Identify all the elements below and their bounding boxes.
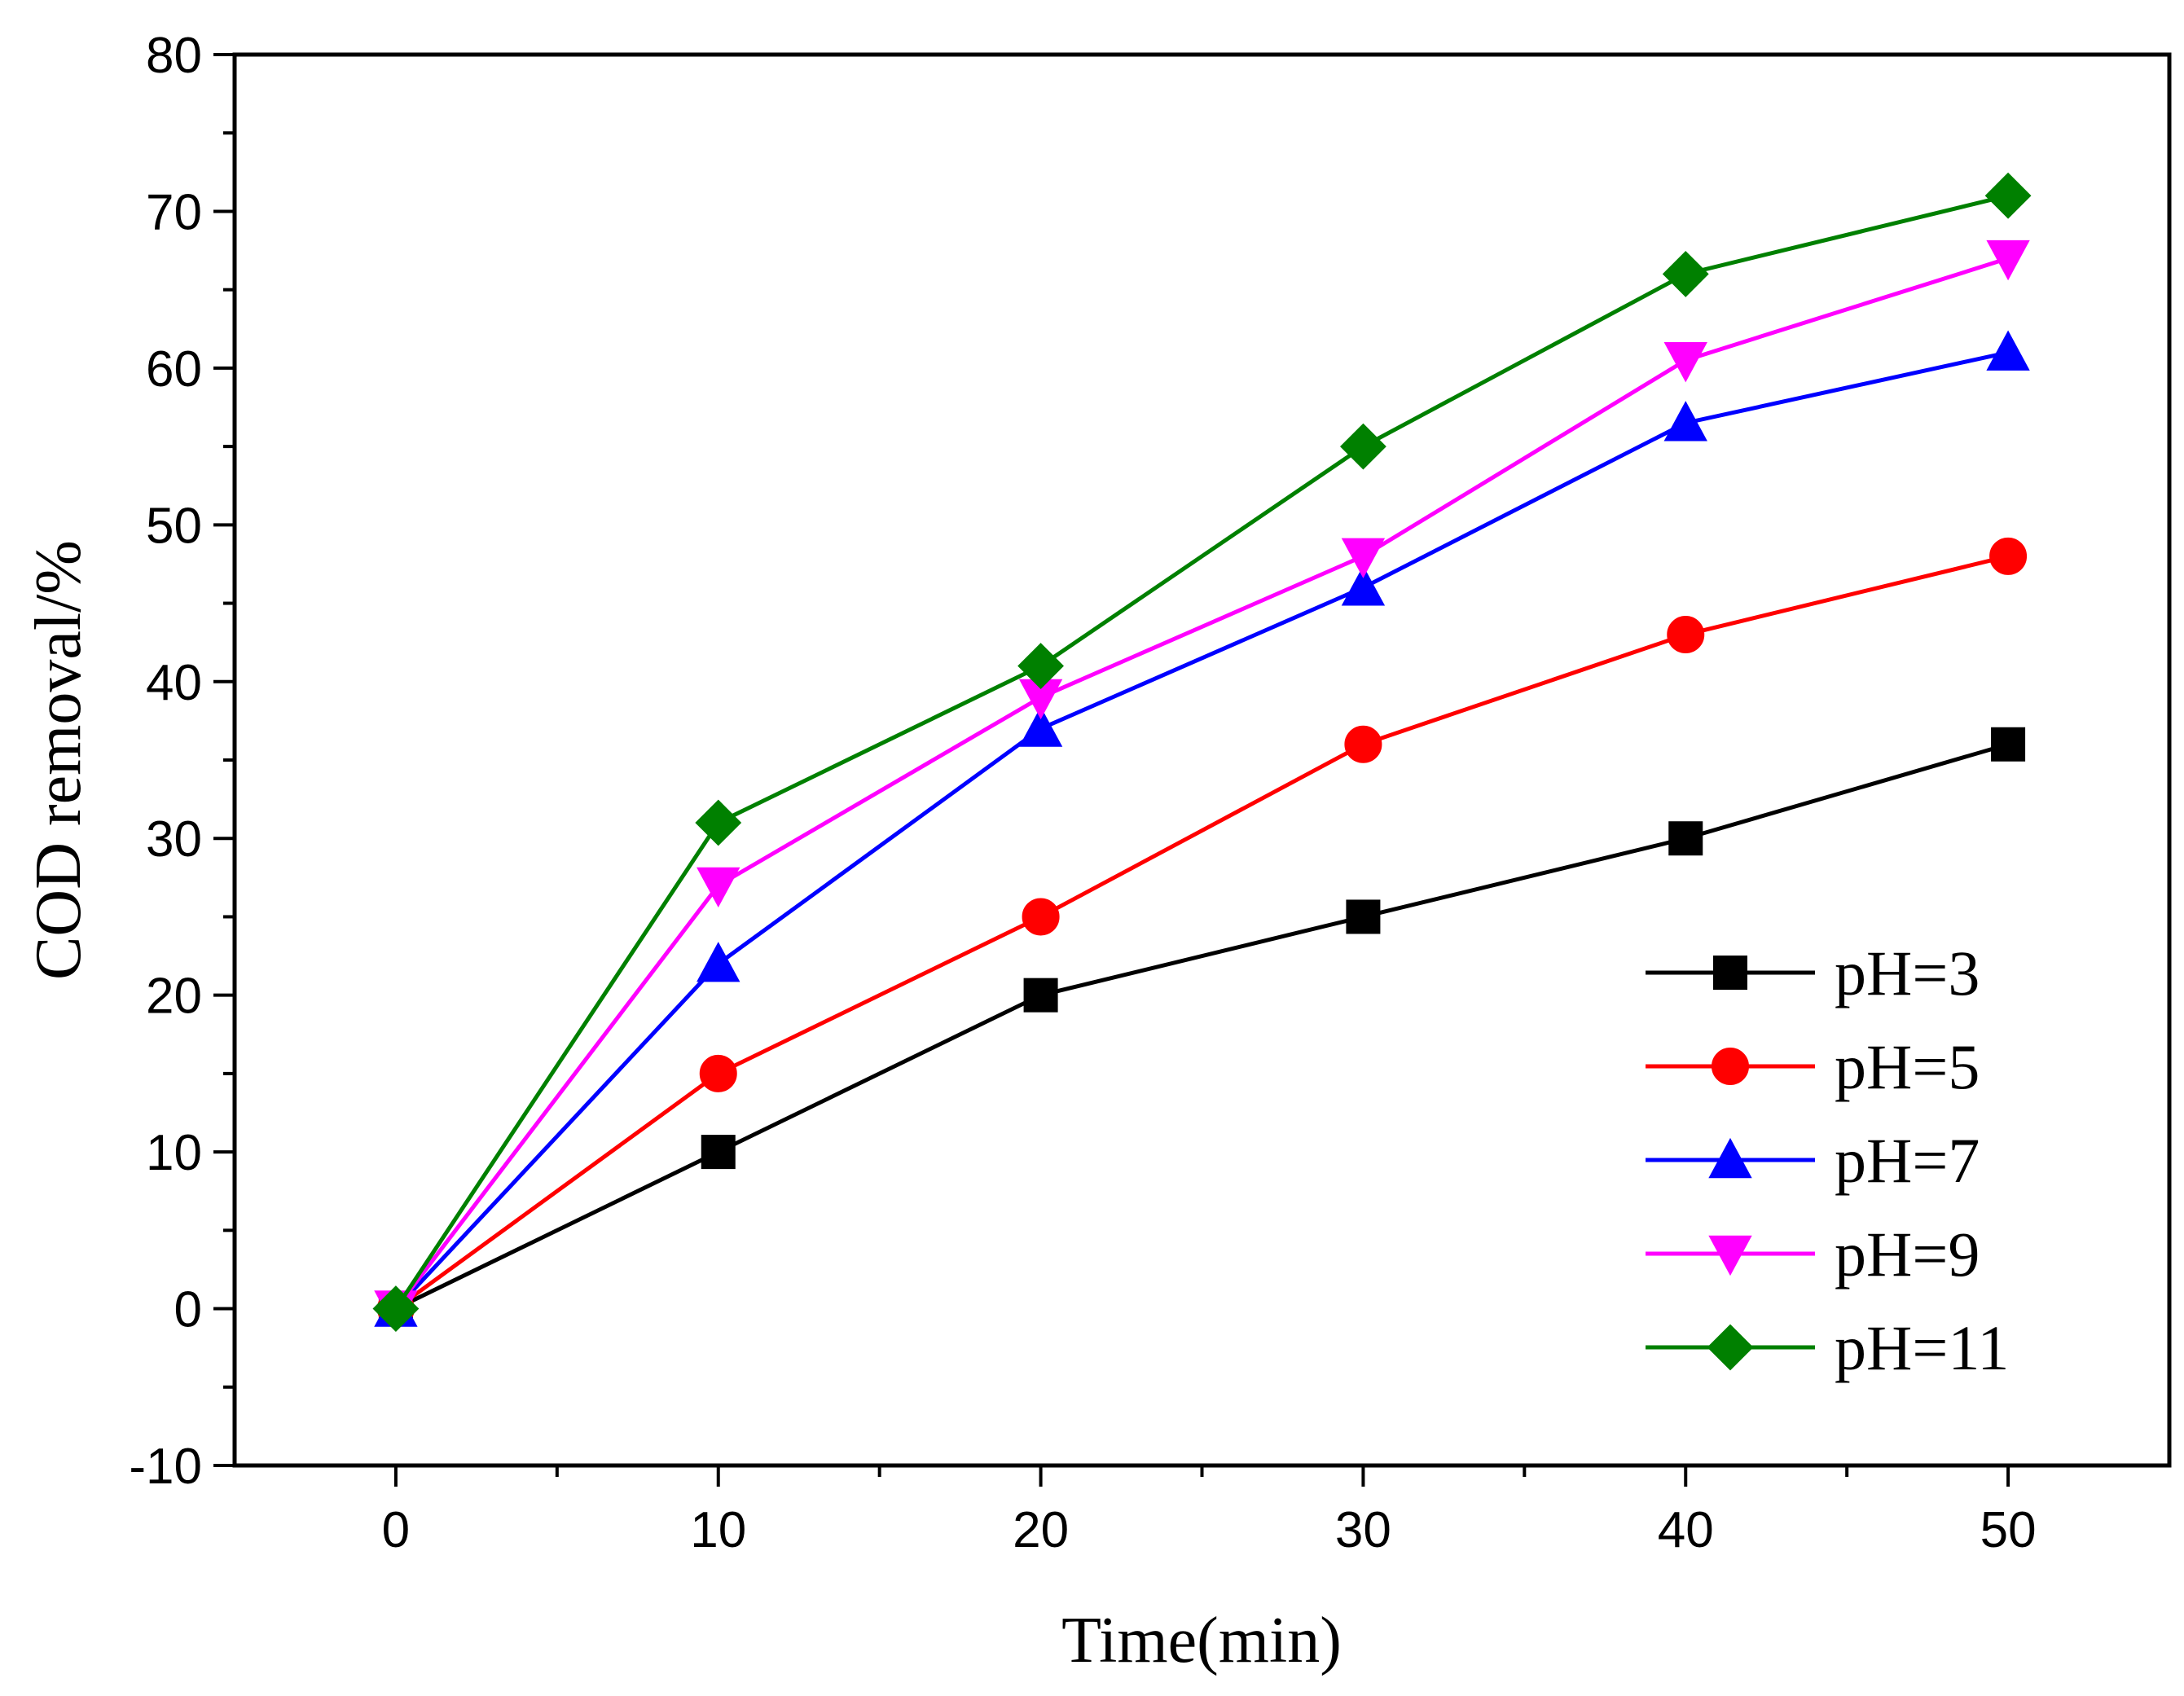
x-axis-title: Time(min): [1061, 1605, 1342, 1676]
data-point: [1018, 706, 1063, 747]
series-ph-11: [372, 172, 2032, 1332]
y-tick-label: 60: [146, 341, 202, 398]
y-axis-title: COD removal/%: [23, 540, 94, 980]
data-point: [697, 942, 740, 982]
y-tick-label: 50: [146, 498, 202, 554]
data-point: [1668, 821, 1703, 856]
y-tick-label: 80: [146, 28, 202, 84]
data-point: [1346, 899, 1381, 934]
y-tick-label: -10: [129, 1439, 202, 1495]
legend-label: pH=5: [1835, 1031, 1980, 1102]
data-point: [1663, 342, 1707, 383]
series-line: [394, 350, 2009, 1311]
series-line: [394, 554, 2009, 1311]
data-point: [1341, 565, 1386, 606]
legend-marker: [1713, 956, 1747, 990]
x-tick-label: 50: [1980, 1502, 2037, 1558]
legend-marker: [1707, 1324, 1754, 1371]
data-point: [1663, 401, 1707, 442]
data-point: [1984, 172, 2032, 219]
y-tick-label: 20: [146, 969, 202, 1025]
legend-item: pH=9: [1646, 1219, 1980, 1290]
data-point: [1989, 537, 2028, 575]
series-line: [393, 256, 2009, 1311]
legend: pH=3 pH=5 pH=7 pH=9 pH=11: [1646, 938, 2009, 1383]
data-point: [1017, 643, 1064, 689]
data-point: [1344, 725, 1382, 763]
x-tick-label: 40: [1658, 1502, 1714, 1558]
axis-ticks: 0 10 20 30 40 50 -10 0 10 20 30 40 50 60 70 80: [129, 28, 2036, 1558]
data-point: [695, 799, 742, 846]
x-tick-label: 0: [382, 1502, 410, 1558]
legend-marker: [1712, 1048, 1749, 1085]
data-point: [697, 867, 740, 908]
series-layer: [372, 172, 2032, 1332]
y-tick-label: 0: [174, 1282, 202, 1338]
legend-label: pH=11: [1835, 1312, 2009, 1383]
data-point: [1023, 978, 1058, 1013]
x-tick-label: 30: [1335, 1502, 1391, 1558]
legend-item: pH=5: [1646, 1031, 1980, 1102]
data-point: [1340, 423, 1386, 470]
y-tick-label: 10: [146, 1125, 202, 1181]
legend-item: pH=11: [1646, 1312, 2009, 1383]
data-point: [1986, 330, 2030, 371]
data-point: [1022, 898, 1060, 936]
data-point: [372, 1285, 420, 1332]
data-point: [701, 1135, 736, 1170]
data-point: [1667, 616, 1705, 654]
legend-marker: [1708, 1137, 1752, 1179]
series-line: [394, 742, 2009, 1311]
legend-item: pH=7: [1646, 1125, 1980, 1196]
legend-label: pH=3: [1835, 938, 1980, 1008]
legend-label: pH=9: [1835, 1219, 1980, 1290]
data-point: [1341, 538, 1386, 578]
series-ph-7: [374, 330, 2030, 1327]
series-line: [393, 193, 2009, 1310]
x-tick-label: 10: [690, 1502, 746, 1558]
series-ph-3: [378, 727, 2026, 1326]
data-point: [1986, 239, 2030, 281]
y-tick-label: 40: [146, 655, 202, 711]
legend-item: pH=3: [1646, 938, 1980, 1008]
data-point: [1991, 727, 2026, 762]
legend-label: pH=7: [1835, 1125, 1980, 1196]
data-point: [1662, 251, 1709, 297]
data-point: [699, 1054, 737, 1092]
series-ph-5: [376, 537, 2028, 1328]
legend-marker: [1708, 1235, 1752, 1276]
y-tick-label: 70: [146, 184, 202, 240]
y-tick-label: 30: [146, 811, 202, 868]
x-tick-label: 20: [1013, 1502, 1069, 1558]
